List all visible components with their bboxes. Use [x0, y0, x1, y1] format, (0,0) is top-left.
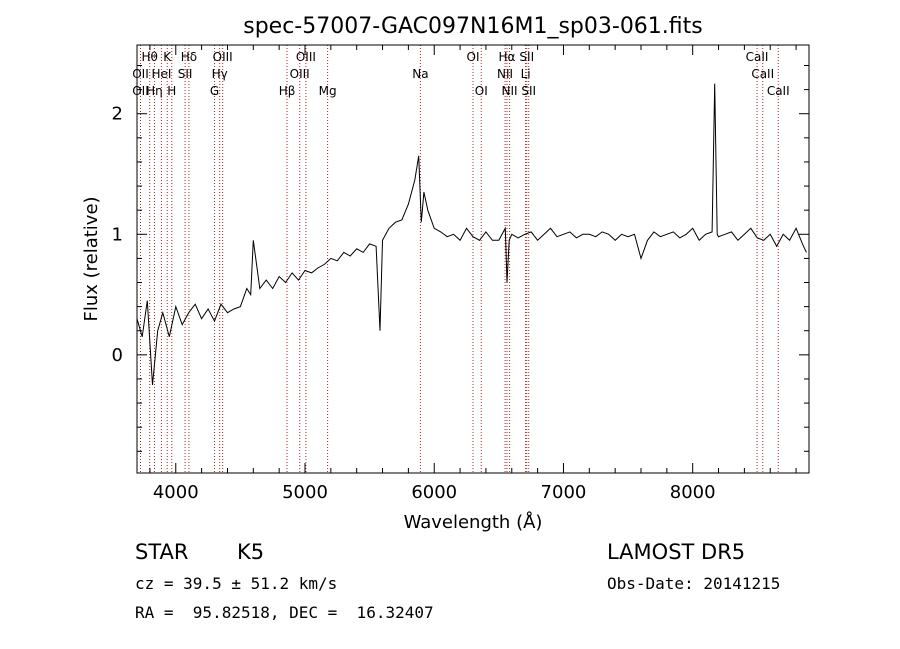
x-tick-label: 5000 [282, 482, 328, 503]
spectral-line-label: CaII [746, 50, 769, 64]
spectral-line-label: K [163, 50, 172, 64]
y-tick-label: 2 [112, 104, 123, 125]
spectral-line-label: Hδ [181, 50, 197, 64]
cz-value: cz = 39.5 ± 51.2 km/s [135, 574, 338, 593]
plot-frame [136, 44, 810, 474]
spectral-line-label: NII [497, 67, 513, 81]
spectral-line-label: Mg [319, 84, 337, 98]
x-axis-label: Wavelength (Å) [404, 511, 543, 533]
spectral-line-label: SII [519, 50, 534, 64]
spectral-line-label: SII [521, 84, 536, 98]
chart-title: spec-57007-GAC097N16M1_sp03-061.fits [243, 14, 703, 39]
spectral-line-label: OI [475, 84, 488, 98]
spectral-line-label: HeI [151, 67, 171, 81]
object-class: STAR [135, 540, 189, 564]
spectral-line-label: Hη [146, 84, 163, 98]
x-tick-label: 6000 [411, 482, 457, 503]
obs-date: Obs-Date: 20141215 [607, 574, 781, 593]
spectral-line-label: OIII [290, 67, 310, 81]
axis-ticks: 4000 5000 6000 7000 8000 0 1 2 [112, 45, 809, 503]
x-tick-label: 8000 [670, 482, 716, 503]
spectral-line-label: Li [521, 67, 531, 81]
spectral-line-label: OIII [213, 50, 233, 64]
x-tick-label: 7000 [541, 482, 587, 503]
spectral-line-label: OII [132, 84, 149, 98]
spectral-line-label: Hβ [279, 84, 296, 98]
spectrum-series [136, 83, 807, 386]
y-axis-label: Flux (relative) [81, 196, 102, 321]
spectral-line-label: Hθ [141, 50, 157, 64]
spectral-line-label: NII [502, 84, 518, 98]
spectral-line-label: Hα [499, 50, 516, 64]
coordinates: RA = 95.82518, DEC = 16.32407 [135, 603, 434, 622]
object-subclass: K5 [237, 540, 265, 564]
spectral-line-markers [139, 45, 779, 473]
y-tick-label: 0 [112, 345, 123, 366]
spectral-line-label: CaII [751, 67, 774, 81]
y-tick-label: 1 [112, 224, 123, 245]
x-tick-label: 4000 [153, 482, 199, 503]
spectral-line-label: SII [178, 67, 193, 81]
spectral-line-label: OII [132, 67, 149, 81]
spectral-line-label: OIII [296, 50, 316, 64]
survey-name: LAMOST DR5 [607, 540, 746, 564]
spectral-line-label: Na [412, 67, 428, 81]
spectral-line-label: H [167, 84, 176, 98]
spectral-line-label: CaII [767, 84, 790, 98]
spectral-line-label: G [210, 84, 219, 98]
spectral-line-label: OI [467, 50, 480, 64]
spectral-line-label: Hγ [212, 67, 228, 81]
spectrum-line [136, 83, 807, 386]
spectral-line-labels: HθOIIOIIHηHeIKHHδSIIGHγOIIIHβOIIIOIIIMgN… [132, 50, 789, 98]
